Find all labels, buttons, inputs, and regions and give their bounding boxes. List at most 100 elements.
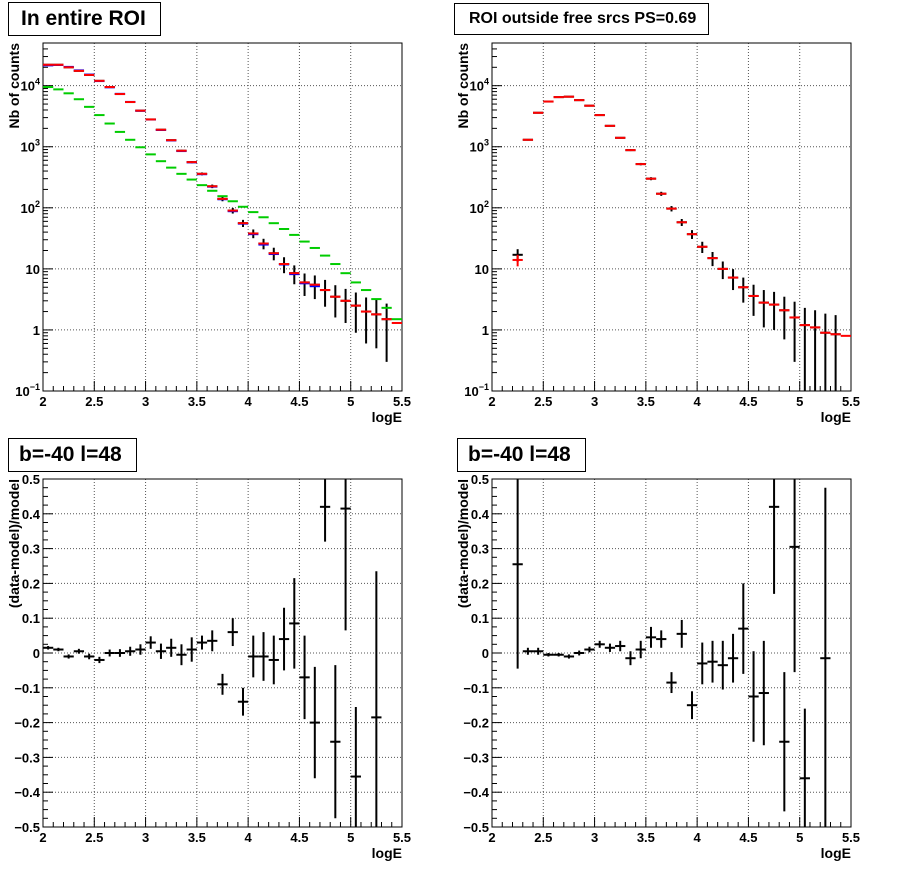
data-point xyxy=(512,254,523,267)
y-tick-label: 1 xyxy=(482,323,489,338)
data-point xyxy=(43,646,54,650)
y-tick-base: 10 xyxy=(470,201,484,216)
data-point xyxy=(748,651,759,742)
data-point xyxy=(768,291,780,330)
y-tick-label: 0.1 xyxy=(471,611,489,626)
data-point xyxy=(319,479,331,542)
data-point xyxy=(350,292,361,333)
y-tick-exponent: 2 xyxy=(484,199,489,209)
x-tick-label: 4.5 xyxy=(290,394,308,409)
chart-svg: 2 2.5 3 3.5 4 4.5 5 5.5 −0.5 −0.4 −0.3 −0.2 −0.1 0 0.1… xyxy=(455,472,860,861)
data-point xyxy=(319,279,331,307)
data-point xyxy=(789,479,800,673)
y-tick-label: 0.3 xyxy=(22,542,40,557)
data-point xyxy=(779,296,790,340)
x-tick-label: 2 xyxy=(488,830,495,845)
data-point xyxy=(371,571,382,827)
data-point xyxy=(676,619,687,648)
y-tick-label: 102 xyxy=(470,199,489,216)
data-point xyxy=(553,653,564,657)
data-point xyxy=(350,706,361,827)
data-point xyxy=(768,479,780,594)
data-point xyxy=(340,479,351,631)
data-point xyxy=(63,654,74,659)
panel-residuals-left: 2 2.5 3 3.5 4 4.5 5 5.5 −0.5 −0.4 −0.3 −0.2 −0.1 0 0.1… xyxy=(0,436,449,871)
data-point xyxy=(758,290,769,328)
data-point xyxy=(299,635,310,720)
data-point xyxy=(707,640,718,683)
data-point xyxy=(686,691,698,720)
data-marks xyxy=(512,479,831,827)
data-point xyxy=(84,653,95,660)
x-tick-label: 3 xyxy=(142,394,149,409)
x-tick-label: 4.5 xyxy=(739,830,757,845)
x-tick-label: 2.5 xyxy=(85,394,103,409)
data-point xyxy=(830,315,841,391)
y-tick-exponent: 3 xyxy=(35,138,40,148)
y-tick-exponent: 4 xyxy=(484,77,489,87)
x-tick-label: 5.5 xyxy=(393,830,411,845)
y-tick-base: 10 xyxy=(21,201,35,216)
data-point xyxy=(758,640,769,746)
y-tick-label: −0.2 xyxy=(463,716,489,731)
y-tick-label: −0.3 xyxy=(463,750,489,765)
y-tick-label: 103 xyxy=(21,138,40,155)
y-tick-base: 10 xyxy=(464,384,478,399)
x-tick-label: 2.5 xyxy=(85,830,103,845)
data-point xyxy=(53,647,64,652)
x-tick-label: 2.5 xyxy=(534,394,552,409)
x-tick-label: 5 xyxy=(347,394,354,409)
x-tick-label: 2 xyxy=(488,394,495,409)
plot-frame xyxy=(42,478,403,828)
x-tick-label: 3.5 xyxy=(188,394,206,409)
data-point xyxy=(94,656,105,664)
y-tick-label: −0.1 xyxy=(14,681,40,696)
data-point xyxy=(594,640,605,648)
data-point xyxy=(135,644,146,655)
data-point xyxy=(217,673,228,695)
y-tick-base: 10 xyxy=(21,140,35,155)
x-tick-label: 5.5 xyxy=(842,394,860,409)
data-point xyxy=(196,635,208,650)
x-axis-title: logE xyxy=(821,845,851,861)
x-axis-title: logE xyxy=(372,845,402,861)
x-tick-label: 2 xyxy=(39,830,46,845)
y-tick-label: −0.2 xyxy=(14,716,40,731)
plot-frame xyxy=(491,478,852,828)
y-tick-base: 10 xyxy=(470,79,484,94)
data-point xyxy=(371,299,382,349)
y-axis-title: Nb of counts xyxy=(455,43,471,129)
y-tick-base: 10 xyxy=(21,79,35,94)
y-tick-label: 10−1 xyxy=(15,382,40,399)
data-point xyxy=(104,649,115,657)
data-point xyxy=(125,646,136,656)
y-tick-label: −0.4 xyxy=(463,785,489,800)
ticks xyxy=(42,42,403,392)
y-tick-label: 0 xyxy=(33,646,40,661)
x-tick-label: 3 xyxy=(142,830,149,845)
data-point xyxy=(543,653,554,657)
y-tick-label: −0.3 xyxy=(14,750,40,765)
y-tick-base: 10 xyxy=(15,384,29,399)
data-point xyxy=(666,672,677,694)
x-tick-label: 3.5 xyxy=(637,394,655,409)
x-axis-title: logE xyxy=(372,409,402,425)
data-point xyxy=(248,635,259,678)
data-point xyxy=(563,654,575,659)
data-point xyxy=(789,301,800,362)
series-0 xyxy=(43,63,392,362)
x-tick-label: 3.5 xyxy=(188,830,206,845)
grid xyxy=(492,479,851,827)
y-tick-label: 0 xyxy=(482,646,489,661)
data-point xyxy=(615,640,626,652)
x-tick-label: 3 xyxy=(591,830,598,845)
x-tick-label: 3.5 xyxy=(637,830,655,845)
grid xyxy=(43,479,402,827)
y-tick-label: 0.5 xyxy=(22,472,40,487)
panel-counts-entire-roi: 2 2.5 3 3.5 4 4.5 5 5.5 10−1 1 10 102 103 104 logE Nb o… xyxy=(0,0,449,435)
y-tick-label: −0.5 xyxy=(14,820,40,835)
data-point xyxy=(799,307,810,391)
data-point xyxy=(533,647,544,655)
data-point xyxy=(258,632,269,681)
